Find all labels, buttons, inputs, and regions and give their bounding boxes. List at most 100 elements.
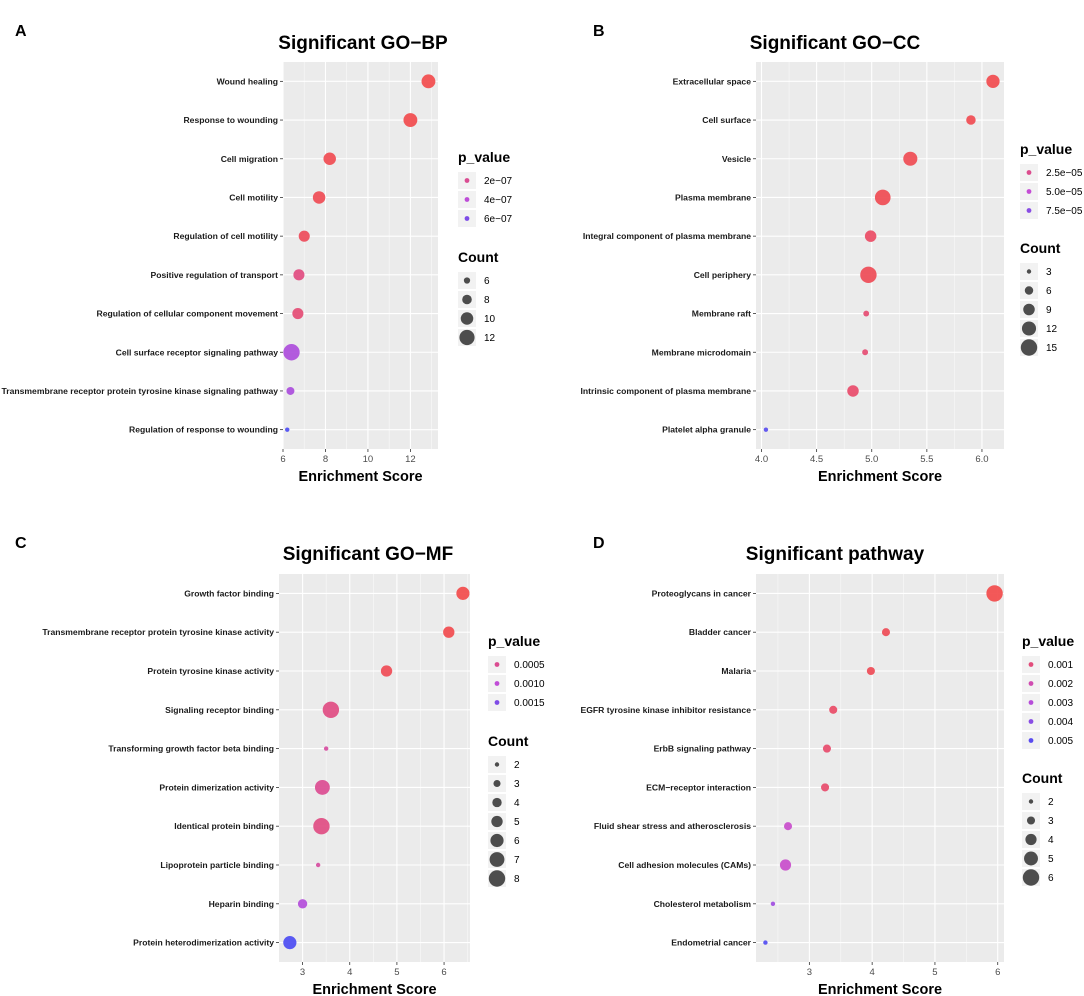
data-point (293, 269, 305, 281)
y-tick-label: Membrane raft (692, 309, 751, 319)
x-tick-label: 4 (347, 967, 352, 978)
y-tick-label: Transmembrane receptor protein tyrosine … (1, 386, 278, 396)
y-tick-label: Protein dimerization activity (159, 782, 274, 792)
legend-p-swatch (1026, 208, 1032, 213)
panel-B: B Significant GO−CC Extracellular space Cel… (581, 23, 1083, 485)
x-tick-label: 12 (405, 454, 416, 465)
legend-count-swatch (1028, 799, 1034, 804)
y-tick-label: Integral component of plasma membrane (583, 231, 751, 241)
y-tick-label: Vesicle (722, 154, 751, 164)
data-point (779, 859, 792, 871)
data-point (822, 744, 831, 753)
x-tick-label: 4 (870, 967, 875, 978)
y-tick-label: Cell surface (702, 115, 751, 125)
data-point (323, 746, 329, 751)
y-tick-label: EGFR tyrosine kinase inhibitor resistanc… (581, 705, 752, 715)
y-tick-label: Regulation of response to wounding (129, 425, 278, 435)
x-tick-label: 5 (394, 967, 399, 978)
y-tick-label: Positive regulation of transport (151, 270, 279, 280)
x-tick-label: 5 (932, 967, 937, 978)
y-tick-label: Cell migration (221, 154, 278, 164)
y-tick-label: Membrane microdomain (652, 347, 751, 357)
x-tick-label: 10 (363, 454, 374, 465)
legend-count-label: 5 (514, 817, 520, 828)
legend-count-title: Count (1022, 770, 1063, 786)
legend-p-swatch (464, 197, 470, 202)
y-tick-label: Cell periphery (694, 270, 752, 280)
y-tick-label: Heparin binding (209, 899, 274, 909)
y-tick-label: Signaling receptor binding (165, 705, 274, 715)
data-point (763, 427, 769, 432)
legend-p-swatch (464, 216, 470, 221)
data-point (874, 189, 891, 206)
legend-p-label: 2.5e−05 (1046, 168, 1083, 179)
x-axis-label: Enrichment Score (312, 982, 436, 996)
x-axis-label: Enrichment Score (818, 469, 942, 485)
plot-background (279, 574, 470, 962)
legend-count-swatch (1023, 303, 1035, 316)
data-point (903, 151, 918, 166)
data-point (314, 779, 330, 795)
legend-p-label: 7.5e−05 (1046, 206, 1083, 217)
plot-background (756, 62, 1004, 449)
x-tick-label: 3 (807, 967, 812, 978)
x-tick-label: 5.0 (865, 454, 878, 465)
legend-count-swatch (489, 852, 505, 867)
y-tick-label: Fluid shear stress and atherosclerosis (594, 821, 751, 831)
legend-count-swatch (490, 833, 504, 848)
legend-p-label: 0.004 (1048, 717, 1073, 728)
data-point (283, 344, 300, 361)
legend-count-swatch (492, 797, 502, 808)
legend-count-swatch (493, 779, 501, 788)
data-point (986, 74, 1000, 88)
data-point (315, 862, 321, 868)
data-point (847, 385, 859, 397)
legend-p-swatch (1026, 170, 1032, 175)
legend-p-title: p_value (1020, 141, 1072, 157)
legend-count-label: 3 (1046, 267, 1052, 278)
legend-count-title: Count (488, 733, 529, 749)
legend-count-swatch (1024, 286, 1034, 295)
panel-D: D Significant pathway Proteoglycans in can… (581, 535, 1075, 996)
y-tick-label: Transforming growth factor beta binding (108, 744, 274, 754)
x-tick-label: 6.0 (975, 454, 988, 465)
y-tick-label: Intrinsic component of plasma membrane (581, 386, 752, 396)
data-point (966, 115, 976, 125)
chart-title: Significant GO−BP (278, 33, 448, 54)
legend-count-label: 6 (484, 276, 490, 287)
y-tick-label: Transmembrane receptor protein tyrosine … (42, 627, 274, 637)
legend-count-label: 2 (1048, 797, 1054, 808)
legend-p-label: 0.001 (1048, 660, 1073, 671)
y-tick-label: Cell surface receptor signaling pathway (116, 347, 279, 357)
legend-p-label: 0.0005 (514, 660, 545, 671)
legend-p-label: 0.002 (1048, 679, 1073, 690)
y-tick-label: Cell adhesion molecules (CAMs) (618, 860, 751, 870)
legend-count-label: 6 (1046, 286, 1052, 297)
data-point (866, 666, 875, 676)
y-tick-label: Platelet alpha granule (662, 425, 751, 435)
y-tick-label: Protein heterodimerization activity (133, 938, 274, 948)
legend-count-label: 6 (1048, 873, 1054, 884)
panel-letter: C (15, 535, 27, 552)
x-tick-label: 5.5 (920, 454, 933, 465)
legend-count-label: 9 (1046, 305, 1052, 316)
legend-count-label: 6 (514, 836, 520, 847)
legend-count-swatch (1022, 869, 1040, 886)
x-tick-label: 3 (300, 967, 305, 978)
y-tick-label: Lipoprotein particle binding (160, 860, 274, 870)
panel-A: A Significant GO−BP Wound healing Response … (1, 23, 512, 485)
data-point (770, 901, 776, 906)
legend-p-label: 6e−07 (484, 214, 513, 225)
chart-title: Significant GO−CC (750, 33, 921, 54)
legend-count-label: 15 (1046, 343, 1058, 354)
data-point (862, 349, 869, 356)
y-tick-label: Bladder cancer (689, 627, 752, 637)
data-point (456, 586, 470, 600)
legend-count-label: 10 (484, 314, 496, 325)
data-point (863, 310, 870, 317)
y-tick-label: Protein tyrosine kinase activity (147, 666, 274, 676)
x-tick-label: 4.5 (810, 454, 823, 465)
legend-count-swatch (1024, 851, 1038, 866)
legend-count-label: 7 (514, 855, 520, 866)
